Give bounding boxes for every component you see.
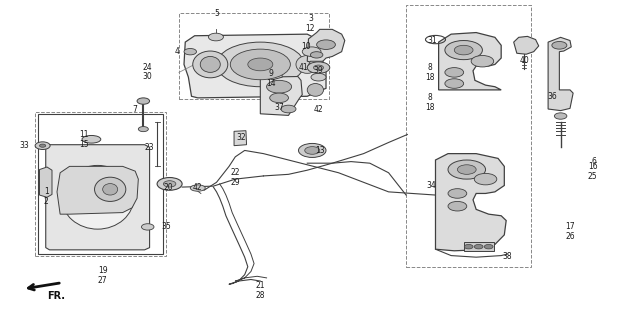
- Ellipse shape: [298, 143, 326, 157]
- Text: 8
18: 8 18: [425, 93, 435, 112]
- Text: 24
30: 24 30: [142, 63, 152, 81]
- Text: 34: 34: [426, 181, 436, 190]
- Ellipse shape: [310, 52, 323, 58]
- Text: 20: 20: [164, 183, 173, 192]
- Polygon shape: [307, 61, 325, 71]
- Text: 41: 41: [298, 63, 308, 72]
- Text: 10: 10: [301, 42, 311, 52]
- Text: 35: 35: [161, 222, 171, 231]
- Polygon shape: [234, 131, 246, 146]
- Text: 3
12: 3 12: [305, 14, 315, 33]
- Ellipse shape: [474, 244, 483, 249]
- Ellipse shape: [445, 68, 463, 77]
- Ellipse shape: [448, 189, 466, 198]
- Polygon shape: [260, 76, 302, 116]
- Ellipse shape: [142, 224, 154, 230]
- Ellipse shape: [208, 33, 223, 41]
- Ellipse shape: [311, 73, 326, 81]
- Text: 9
14: 9 14: [266, 69, 276, 88]
- Polygon shape: [436, 154, 506, 251]
- Text: 8
18: 8 18: [425, 63, 435, 82]
- Ellipse shape: [137, 98, 150, 104]
- Text: FR.: FR.: [48, 291, 66, 300]
- Polygon shape: [548, 37, 573, 111]
- Ellipse shape: [302, 47, 321, 56]
- Ellipse shape: [281, 105, 296, 113]
- Ellipse shape: [317, 40, 335, 50]
- Ellipse shape: [230, 49, 290, 80]
- Ellipse shape: [471, 55, 493, 67]
- Polygon shape: [262, 62, 282, 80]
- Text: 5: 5: [214, 9, 219, 18]
- Text: 38: 38: [503, 252, 512, 261]
- Text: 32: 32: [236, 132, 246, 141]
- Ellipse shape: [82, 135, 101, 143]
- Ellipse shape: [40, 144, 46, 147]
- Ellipse shape: [474, 173, 497, 185]
- Bar: [35, 112, 167, 256]
- Text: 33: 33: [19, 141, 29, 150]
- Polygon shape: [307, 29, 345, 64]
- Text: 16
25: 16 25: [587, 162, 598, 180]
- Ellipse shape: [448, 201, 466, 211]
- Polygon shape: [514, 36, 539, 54]
- Ellipse shape: [95, 177, 126, 201]
- Ellipse shape: [200, 56, 220, 72]
- Ellipse shape: [184, 49, 196, 55]
- Ellipse shape: [61, 165, 134, 229]
- Text: 13: 13: [315, 146, 325, 155]
- Polygon shape: [46, 145, 150, 250]
- Polygon shape: [57, 166, 139, 214]
- Text: 19
27: 19 27: [98, 266, 107, 285]
- Text: 37: 37: [275, 103, 285, 112]
- Ellipse shape: [190, 185, 205, 191]
- Ellipse shape: [305, 147, 320, 154]
- Text: 42: 42: [314, 105, 324, 114]
- Bar: [463, 242, 493, 251]
- Ellipse shape: [35, 142, 50, 149]
- Ellipse shape: [464, 244, 473, 249]
- Ellipse shape: [552, 42, 567, 49]
- Ellipse shape: [270, 93, 288, 103]
- Text: 23: 23: [145, 143, 154, 152]
- Text: 21
28: 21 28: [256, 281, 265, 300]
- Text: 42: 42: [193, 183, 203, 192]
- Ellipse shape: [248, 58, 273, 71]
- Ellipse shape: [554, 113, 567, 119]
- Bar: [38, 114, 164, 254]
- Text: 6: 6: [591, 157, 596, 166]
- Ellipse shape: [266, 80, 292, 93]
- Polygon shape: [439, 33, 501, 90]
- Ellipse shape: [139, 126, 149, 132]
- Ellipse shape: [445, 79, 463, 88]
- Ellipse shape: [445, 41, 482, 60]
- Ellipse shape: [296, 55, 319, 73]
- Text: 31: 31: [428, 36, 437, 45]
- Ellipse shape: [307, 62, 330, 73]
- Text: 4: 4: [175, 47, 179, 56]
- Polygon shape: [184, 34, 326, 98]
- Ellipse shape: [192, 51, 228, 78]
- Ellipse shape: [314, 65, 324, 70]
- Text: 40: 40: [520, 56, 530, 65]
- Polygon shape: [40, 167, 52, 197]
- Text: 1
2: 1 2: [44, 187, 49, 206]
- Ellipse shape: [103, 184, 118, 195]
- Ellipse shape: [457, 165, 476, 174]
- Bar: [179, 13, 329, 100]
- Text: 11
15: 11 15: [79, 130, 88, 149]
- Ellipse shape: [484, 244, 493, 249]
- Text: 22
29: 22 29: [231, 168, 240, 187]
- Text: 36: 36: [547, 92, 557, 101]
- Ellipse shape: [307, 84, 324, 96]
- Text: 17
26: 17 26: [565, 222, 575, 241]
- Ellipse shape: [164, 181, 176, 187]
- Ellipse shape: [448, 160, 485, 179]
- Text: 39: 39: [314, 66, 324, 75]
- Ellipse shape: [157, 178, 182, 190]
- Bar: [406, 5, 531, 267]
- Text: 7: 7: [133, 105, 138, 114]
- Ellipse shape: [216, 42, 304, 87]
- Ellipse shape: [455, 45, 473, 55]
